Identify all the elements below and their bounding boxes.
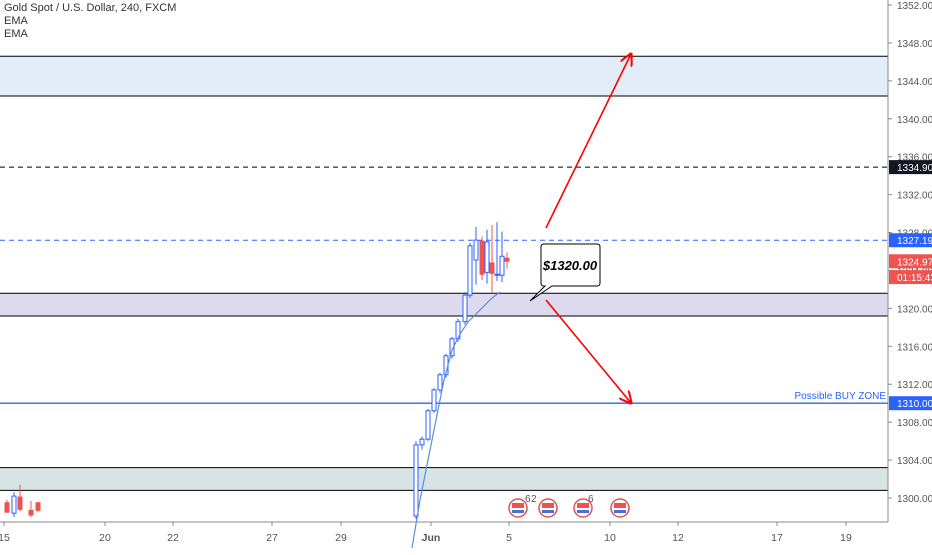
- candle-body: [11, 495, 17, 514]
- ema-legend-2[interactable]: EMA: [4, 28, 28, 40]
- candle-body: [504, 257, 510, 262]
- ema-legend-1[interactable]: EMA: [4, 15, 28, 27]
- flag-stripe: [577, 510, 589, 513]
- candle-body: [4, 502, 10, 513]
- zone-rect-2[interactable]: [0, 293, 888, 316]
- time-tick-label: Jun: [422, 532, 441, 544]
- time-tick-label: 10: [604, 532, 616, 544]
- candle-body: [494, 273, 500, 276]
- candle-body: [473, 239, 479, 261]
- candle-body: [462, 294, 468, 323]
- price-tick-label: 1340.00: [897, 115, 932, 126]
- event-count: 6: [588, 494, 594, 505]
- zone-rect-3[interactable]: [0, 467, 888, 491]
- price-tick-label: 1312.00: [897, 380, 932, 391]
- flag-stripe: [512, 510, 524, 513]
- time-tick-label: 29: [335, 532, 347, 544]
- callout-text: $1320.00: [542, 258, 598, 273]
- time-tick-label: 15: [0, 532, 10, 544]
- price-tick-label: 1320.00: [897, 304, 932, 315]
- chart-legend: Gold Spot / U.S. Dollar, 240, FXCM EMA E…: [4, 2, 176, 41]
- flag-stripe: [542, 510, 554, 513]
- candle-body: [413, 444, 419, 517]
- price-tick-label: 1308.00: [897, 418, 932, 429]
- price-badge: [889, 233, 932, 248]
- event-count: 2: [531, 494, 537, 505]
- candle-body: [467, 245, 473, 296]
- flag-stripe: [614, 510, 626, 513]
- time-tick-label: 27: [266, 532, 278, 544]
- price-badge: [889, 254, 932, 269]
- ema-line[interactable]: [411, 291, 501, 549]
- price-callout[interactable]: [529, 243, 601, 302]
- buy-zone-label: Possible BUY ZONE: [794, 391, 886, 402]
- price-badge: [889, 270, 932, 285]
- candle-body: [35, 502, 41, 511]
- symbol-title[interactable]: Gold Spot / U.S. Dollar, 240, FXCM: [4, 2, 177, 14]
- candle-body: [431, 389, 437, 412]
- time-tick-label: 12: [672, 532, 684, 544]
- flag-stripe: [512, 503, 524, 508]
- time-tick-label: 17: [771, 532, 783, 544]
- candle-body: [437, 374, 443, 391]
- event-count: 6: [525, 494, 531, 505]
- time-tick-label: 5: [506, 532, 512, 544]
- price-badge-label: 01:15:43: [897, 273, 932, 284]
- price-badge-label: 1334.90: [897, 163, 932, 174]
- price-tick-label: 1352.00: [897, 1, 932, 12]
- price-tick-label: 1336.00: [897, 153, 932, 164]
- price-badge-label: 1324.97: [897, 257, 932, 268]
- candle-body: [28, 509, 34, 516]
- candle-body: [499, 255, 505, 276]
- time-tick-label: 22: [167, 532, 179, 544]
- price-tick-label: 1300.00: [897, 494, 932, 505]
- price-tick-label: 1304.00: [897, 456, 932, 467]
- time-tick-label: 19: [840, 532, 852, 544]
- down-arrow[interactable]: [545, 299, 631, 403]
- price-tick-label: 1332.00: [897, 191, 932, 202]
- zone-rect-1[interactable]: [0, 56, 888, 97]
- price-badge-label: 1310.00: [897, 399, 932, 410]
- candle-body: [479, 240, 485, 275]
- candle-body: [17, 496, 23, 510]
- price-tick-label: 1348.00: [897, 39, 932, 50]
- price-badge: [889, 160, 932, 175]
- time-tick-label: 20: [99, 532, 111, 544]
- flag-stripe: [614, 503, 626, 508]
- price-badge-label: 1327.19: [897, 236, 932, 247]
- candle-body: [425, 410, 431, 440]
- candle-body: [484, 241, 490, 273]
- price-badge: [889, 396, 932, 411]
- price-tick-label: 1316.00: [897, 342, 932, 353]
- candle-body: [489, 262, 495, 274]
- flag-stripe: [577, 503, 589, 508]
- candle-body: [419, 438, 425, 446]
- flag-stripe: [542, 503, 554, 508]
- price-tick-label: 1344.00: [897, 77, 932, 88]
- up-arrow[interactable]: [545, 54, 631, 229]
